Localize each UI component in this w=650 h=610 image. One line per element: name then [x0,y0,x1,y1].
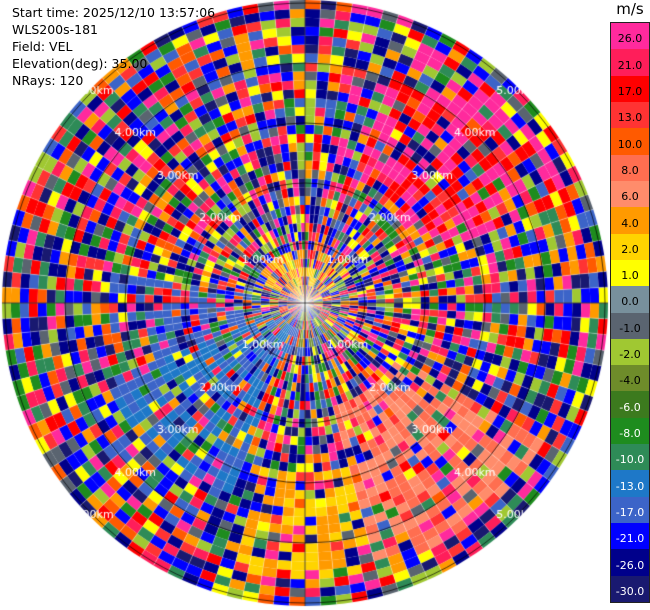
colorbar-tick-label: 6.0 [621,190,639,204]
colorbar-tick-label: -2.0 [619,348,641,362]
colorbar-tick-label: 0.0 [621,295,639,309]
colorbar-tick-label: 2.0 [621,242,639,256]
colorbar-segment [611,496,649,524]
instrument-name: WLS200s-181 [12,22,98,37]
colorbar-segment [611,233,649,261]
colorbar-segment [611,523,649,550]
colorbar-tick-label: 17.0 [617,84,643,98]
colorbar-tick-label: 4.0 [621,216,639,230]
colorbar-segment [611,365,649,392]
colorbar-segment [611,101,649,129]
colorbar-segment [611,259,649,287]
colorbar-tick-label: 21.0 [617,58,643,72]
colorbar-tick-label: 1.0 [621,269,639,283]
colorbar-segment [611,391,649,419]
colorbar-segment [611,128,649,156]
colorbar-segment [611,286,649,313]
colorbar-segment [611,338,649,366]
colorbar-tick-label: 10.0 [617,137,643,151]
colorbar-tick-label: -17.0 [615,506,645,520]
colorbar-tick-label: -8.0 [619,427,641,441]
scan-info: Start time: 2025/12/10 13:57:06 WLS200s-… [12,4,215,89]
colorbar-segment [611,549,649,577]
ray-count: NRays: 120 [12,73,84,88]
colorbar-segment [611,154,649,182]
colorbar-tick-label: -4.0 [619,374,641,388]
colorbar-tick-label: 13.0 [617,111,643,125]
colorbar-tick-label: -6.0 [619,400,641,414]
start-time: Start time: 2025/12/10 13:57:06 [12,5,216,20]
colorbar-segment [611,470,649,498]
colorbar-tick-label: 8.0 [621,163,639,177]
colorbar-segment [611,75,649,103]
colorbar-tick-label: -30.0 [615,584,645,598]
colorbar-segment [611,23,649,50]
colorbar-tick-label: -13.0 [615,479,645,493]
colorbar-segment [611,417,649,445]
colorbar-tick-label: -1.0 [619,321,641,335]
colorbar-tick-label: 26.0 [617,32,643,46]
colorbar-segment [611,575,649,603]
colorbar-segment [611,444,649,471]
colorbar-segment [611,207,649,235]
colorbar-segment [611,49,649,77]
colorbar-tick-label: -21.0 [615,532,645,546]
colorbar-segment [611,180,649,208]
colorbar-scale: 26.0 21.0 17.0 13.0 10.0 8.0 6.0 4.0 2.0 1.0 0.0 -1… [610,22,650,603]
ppi-scan-plot [0,0,610,610]
field-name: Field: VEL [12,39,73,54]
colorbar-tick-label: -10.0 [615,453,645,467]
colorbar-segment [611,312,649,340]
colorbar: m/s 26.0 21.0 17.0 13.0 10.0 8.0 6.0 4.0 2.0 1.0 0… [610,0,650,610]
elevation: Elevation(deg): 35.00 [12,56,148,71]
colorbar-tick-label: -26.0 [615,558,645,572]
colorbar-unit: m/s [616,0,644,18]
